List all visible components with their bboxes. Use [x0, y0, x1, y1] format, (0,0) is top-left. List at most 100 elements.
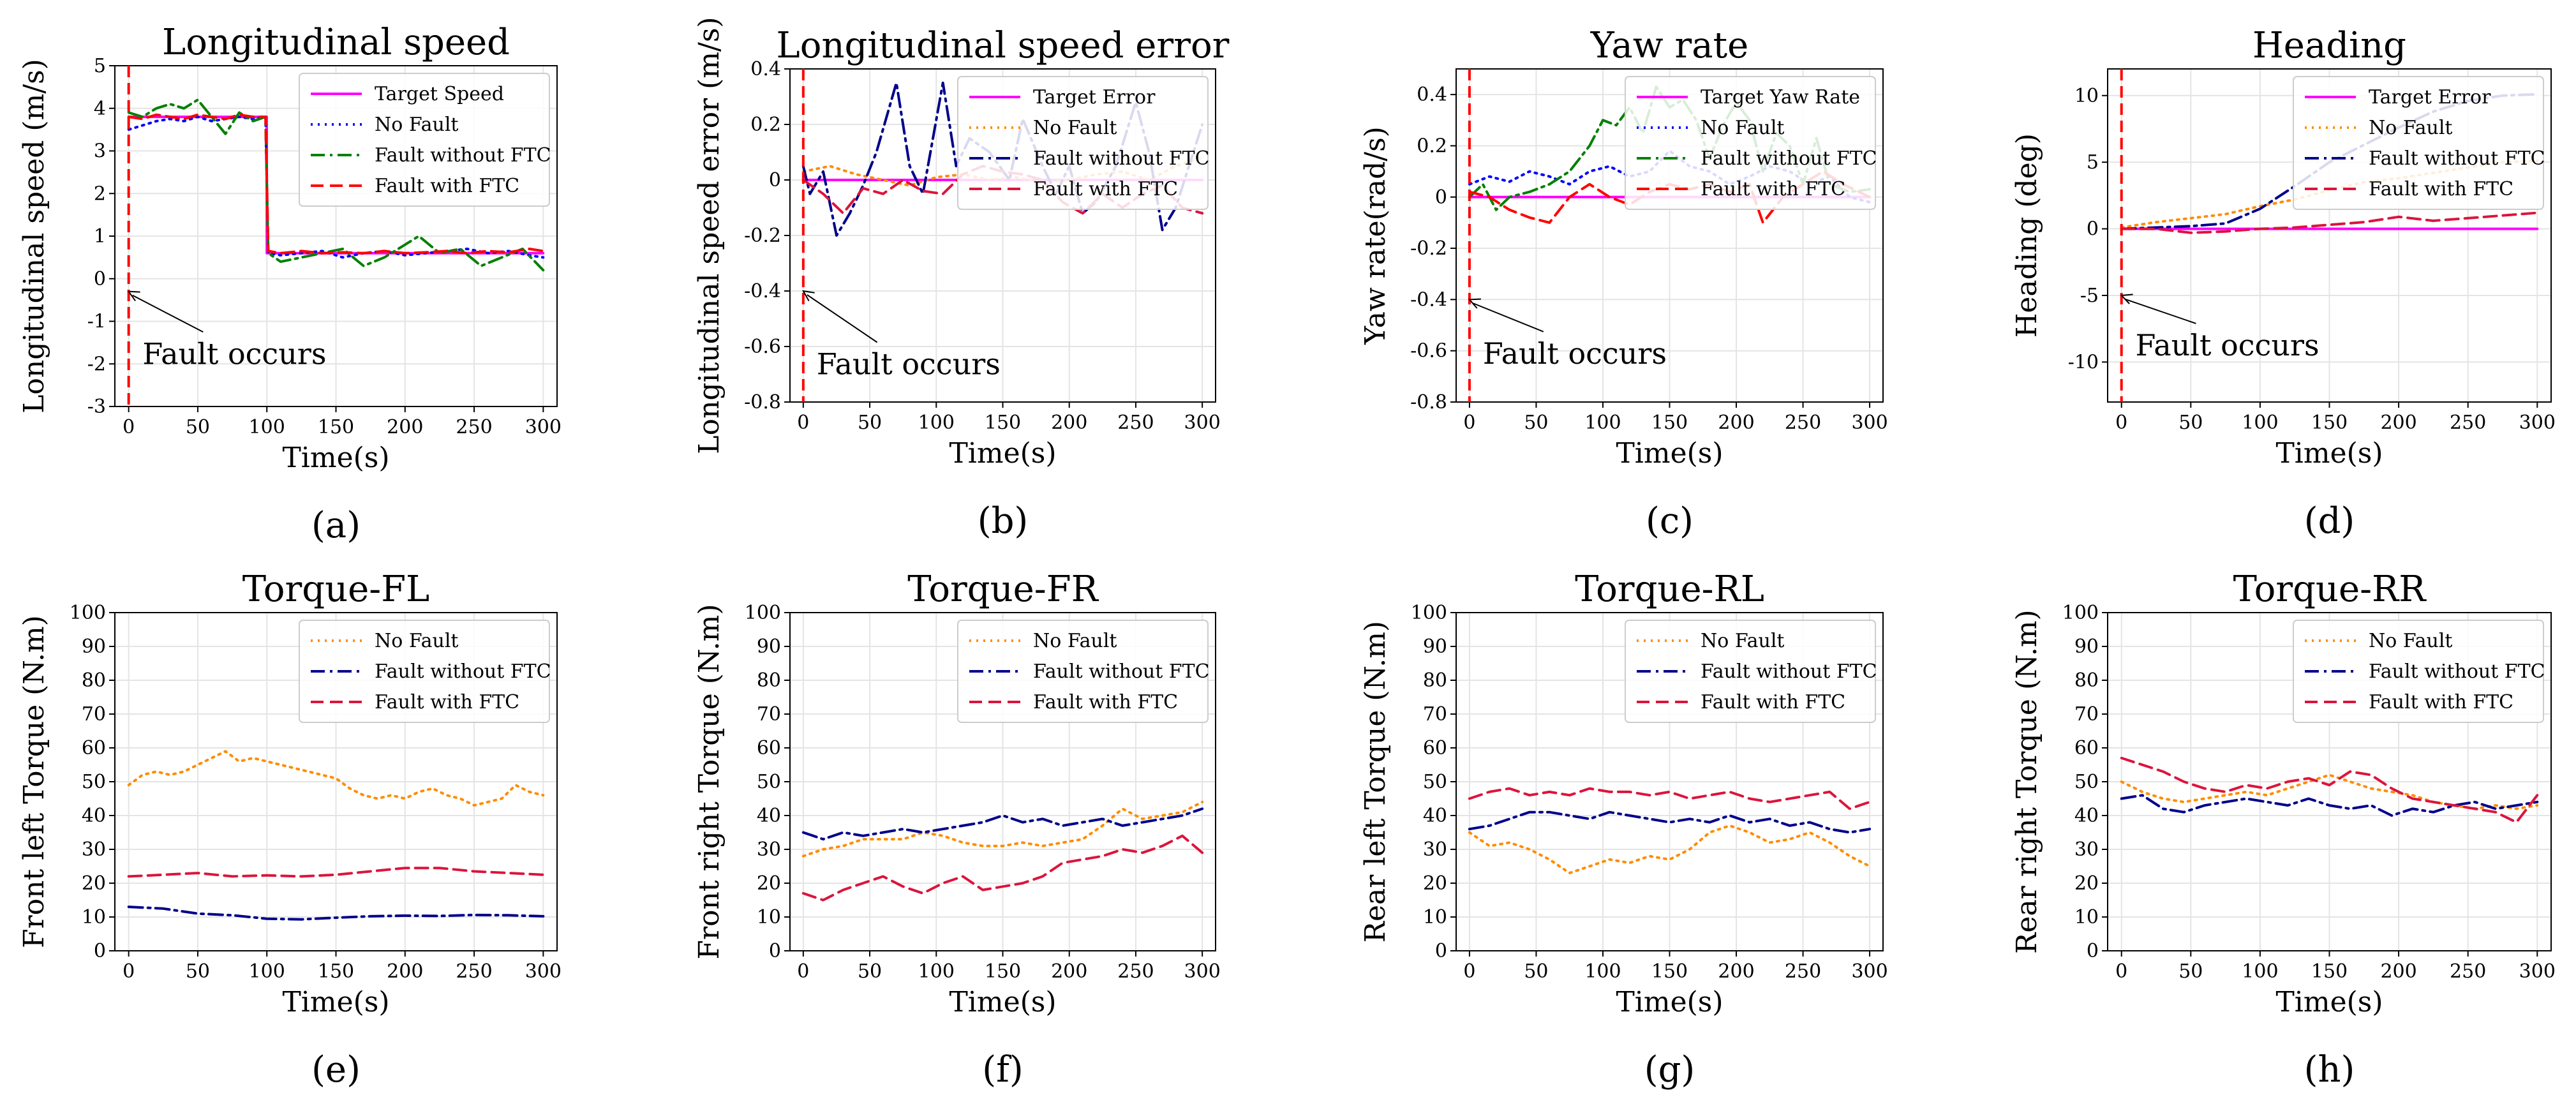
- x-tick-label: 300: [525, 960, 562, 983]
- x-tick-label: 150: [985, 960, 1021, 983]
- legend-entry: Fault without FTC: [2369, 660, 2545, 683]
- annotation-arrow: [132, 294, 204, 333]
- x-tick-label: 150: [318, 960, 354, 983]
- y-tick-label: -0.8: [1410, 391, 1447, 414]
- x-tick-label: 0: [2115, 412, 2127, 434]
- x-axis-label: Time(s): [1616, 986, 1723, 1018]
- y-tick-label: 0.2: [1417, 135, 1447, 157]
- y-tick-label: -0.6: [744, 336, 781, 358]
- legend-entry: Fault without FTC: [1033, 660, 1210, 683]
- legend-entry: Fault without FTC: [1701, 660, 1877, 683]
- y-axis-label: Front right Torque (N.m): [693, 604, 726, 959]
- y-tick-label: 0: [94, 268, 106, 290]
- legend: No Fault Fault without FTC Fault with FTC: [299, 620, 551, 723]
- annotation-arrow: [2125, 299, 2196, 324]
- y-tick-label: 10: [1423, 906, 1447, 928]
- x-tick-label: 250: [1785, 960, 1821, 983]
- x-tick-label: 50: [2178, 412, 2203, 434]
- y-tick-label: -10: [2068, 351, 2099, 373]
- y-tick-label: 80: [2074, 669, 2099, 692]
- x-tick-label: 150: [985, 412, 1021, 434]
- x-tick-label: 50: [858, 960, 882, 983]
- subfigure-label: (b): [978, 500, 1029, 542]
- chart-title: Torque-RL: [1575, 569, 1764, 610]
- subfigure-label: (a): [311, 505, 361, 546]
- y-tick-label: 5: [94, 55, 106, 77]
- chart-panel-c: 0 50 100 150 200 250 300 -0.8 -0.6 -0.4 -0.2 0 0.2 0.…: [1359, 25, 1888, 542]
- chart-title: Longitudinal speed error: [777, 25, 1230, 66]
- y-tick-label: 70: [82, 703, 106, 726]
- legend: Target Error No Fault Fault without FTC Fau…: [957, 76, 1210, 210]
- legend-entry: Target Yaw Rate: [1701, 86, 1860, 108]
- y-tick-label: 80: [757, 669, 781, 692]
- x-tick-label: 200: [387, 416, 423, 438]
- series-line-2: [801, 807, 1204, 841]
- y-tick-label: 0: [2087, 940, 2099, 962]
- y-tick-label: 60: [82, 737, 106, 759]
- legend-box: [1625, 620, 1876, 723]
- legend-entry: No Fault: [1701, 630, 1784, 652]
- x-tick-label: 0: [2115, 960, 2127, 983]
- series-line-3: [127, 867, 545, 878]
- chart-title: Heading: [2252, 25, 2406, 66]
- chart-panel-g: 0 50 100 150 200 250 300 0 10 20 30 40 50 60 70 80 90 100…: [1359, 569, 1888, 1091]
- y-tick-label: 50: [1423, 771, 1447, 793]
- legend-entry: Target Error: [2369, 86, 2491, 108]
- x-tick-label: 0: [1463, 412, 1475, 434]
- series-line-2: [2120, 794, 2539, 817]
- series-line-3: [801, 834, 1204, 902]
- y-tick-label: 100: [2062, 602, 2099, 624]
- series-line-4: [2120, 211, 2539, 234]
- x-tick-label: 250: [1785, 412, 1821, 434]
- x-tick-label: 250: [1117, 960, 1154, 983]
- y-tick-label: 0: [769, 169, 781, 191]
- legend: Target Yaw Rate No Fault Fault without FTC…: [1625, 76, 1877, 210]
- legend-box: [2293, 76, 2544, 210]
- y-tick-label: 30: [757, 838, 781, 861]
- legend-box: [2293, 620, 2544, 723]
- subfigure-label: (d): [2304, 500, 2355, 542]
- x-tick-label: 200: [1051, 412, 1087, 434]
- x-tick-label: 200: [387, 960, 423, 983]
- annotation-arrowhead: [1468, 298, 1481, 309]
- legend-box: [299, 73, 550, 207]
- x-tick-label: 250: [456, 960, 492, 983]
- y-tick-label: 0: [2087, 218, 2099, 241]
- y-tick-label: -0.2: [1410, 237, 1447, 260]
- y-tick-label: 10: [82, 906, 106, 928]
- y-axis-label: Rear left Torque (N.m): [1359, 621, 1392, 943]
- x-tick-label: 100: [249, 960, 285, 983]
- x-tick-label: 200: [2380, 960, 2416, 983]
- x-tick-label: 150: [1651, 960, 1688, 983]
- y-tick-label: 4: [94, 98, 106, 120]
- x-tick-label: 100: [249, 416, 285, 438]
- x-tick-label: 200: [1051, 960, 1087, 983]
- x-tick-label: 300: [2519, 960, 2556, 983]
- x-tick-label: 50: [2178, 960, 2203, 983]
- y-axis-label: Longitudinal speed (m/s): [18, 59, 50, 414]
- x-tick-label: 300: [1851, 412, 1887, 434]
- x-tick-label: 150: [318, 416, 354, 438]
- y-axis-label: Front left Torque (N.m): [18, 615, 50, 948]
- x-tick-label: 0: [797, 960, 809, 983]
- x-tick-label: 250: [2450, 412, 2486, 434]
- y-tick-label: -0.4: [1410, 288, 1447, 311]
- x-tick-label: 0: [1463, 960, 1475, 983]
- y-tick-label: -2: [87, 353, 106, 375]
- series-line-4: [127, 113, 545, 255]
- y-tick-label: 30: [2074, 838, 2099, 861]
- legend-entry: Fault without FTC: [375, 660, 551, 683]
- series-line-2: [127, 906, 545, 921]
- y-tick-label: 1: [94, 225, 106, 248]
- series-line-1: [127, 750, 545, 807]
- x-axis-label: Time(s): [2275, 437, 2383, 470]
- y-tick-label: 0.4: [1417, 84, 1447, 106]
- legend-entry: Fault with FTC: [375, 691, 519, 713]
- legend-entry: Fault with FTC: [1701, 178, 1845, 200]
- y-tick-label: 60: [1423, 737, 1447, 759]
- subfigure-label: (h): [2304, 1049, 2355, 1091]
- x-tick-label: 300: [1184, 960, 1221, 983]
- y-axis-label: Yaw rate(rad/s): [1359, 126, 1392, 345]
- series-line-2: [127, 116, 545, 259]
- y-tick-label: -0.6: [1410, 340, 1447, 362]
